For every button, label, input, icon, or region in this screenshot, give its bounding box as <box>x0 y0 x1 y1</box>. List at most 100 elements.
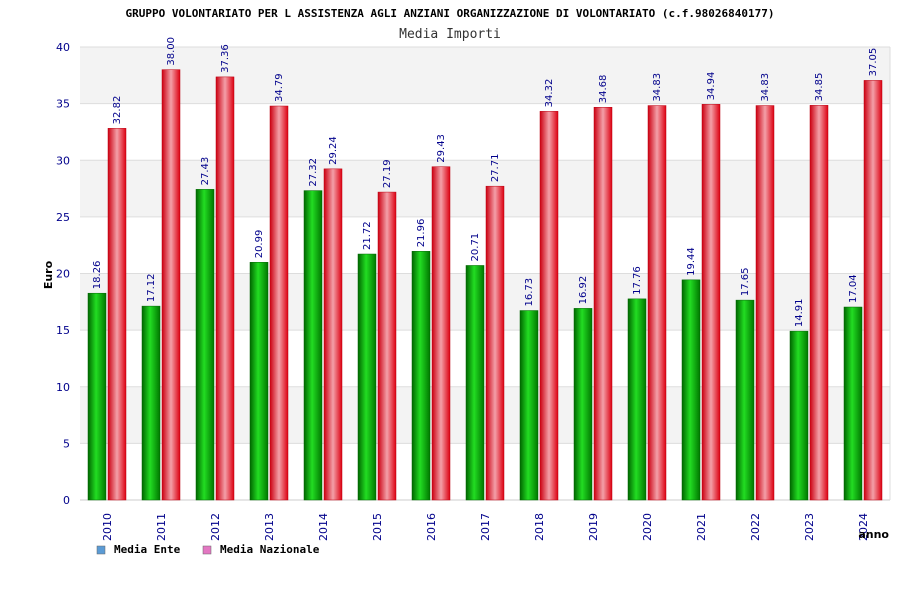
value-label: 34.32 <box>544 79 555 108</box>
value-label: 34.83 <box>652 73 663 102</box>
x-tick-label: 2010 <box>101 513 114 541</box>
bar-media-nazionale <box>755 105 775 501</box>
x-tick-label: 2017 <box>479 513 492 541</box>
x-tick-label: 2018 <box>533 513 546 541</box>
chart-subtitle: Media Importi <box>399 27 501 42</box>
y-tick-label: 20 <box>56 268 70 281</box>
value-label: 29.24 <box>328 136 339 165</box>
y-tick-label: 5 <box>63 437 70 450</box>
bar-media-ente <box>303 190 323 501</box>
grid <box>80 46 891 501</box>
x-tick-label: 2011 <box>155 513 168 541</box>
bar-media-nazionale <box>215 76 235 501</box>
y-tick-label: 15 <box>56 324 70 337</box>
value-label: 32.82 <box>112 96 123 125</box>
bar-media-ente <box>843 306 863 501</box>
value-label: 37.36 <box>220 44 231 73</box>
x-tick-label: 2024 <box>857 513 870 541</box>
bar-media-ente <box>141 305 161 501</box>
value-label: 29.43 <box>436 134 447 163</box>
bar-media-nazionale <box>485 185 505 501</box>
value-label: 34.85 <box>814 73 825 102</box>
bar-media-ente <box>519 310 539 501</box>
bar-media-nazionale <box>107 128 127 501</box>
x-tick-label: 2023 <box>803 513 816 541</box>
bar-media-nazionale <box>161 69 181 501</box>
bar-media-nazionale <box>701 104 721 501</box>
value-labels: 18.26 32.82 17.12 38.00 27.43 37.36 20.99 34.79… <box>92 37 879 327</box>
bar-media-nazionale <box>809 105 829 501</box>
bar-media-nazionale <box>863 80 883 501</box>
x-tick-label: 2020 <box>641 513 654 541</box>
value-label: 20.71 <box>470 233 481 262</box>
value-label: 34.68 <box>598 75 609 104</box>
x-axis-ticks: 2010 2011 2012 2013 2014 2015 2016 2017 2018 2019… <box>101 513 870 541</box>
y-tick-label: 10 <box>56 381 70 394</box>
value-label: 27.19 <box>382 159 393 188</box>
bar-media-ente <box>681 279 701 501</box>
x-axis-label: anno <box>858 528 889 541</box>
bar-media-nazionale <box>377 191 397 501</box>
value-label: 37.05 <box>868 48 879 77</box>
value-label: 27.43 <box>200 157 211 186</box>
legend-label: Media Ente <box>114 543 181 556</box>
chart-title: GRUPPO VOLONTARIATO PER L ASSISTENZA AGL… <box>125 7 774 20</box>
bar-media-nazionale <box>323 168 343 501</box>
grid-band <box>80 273 890 331</box>
value-label: 27.32 <box>308 158 319 187</box>
x-tick-label: 2021 <box>695 513 708 541</box>
value-label: 34.79 <box>274 73 285 102</box>
y-tick-label: 0 <box>63 494 70 507</box>
value-label: 17.76 <box>632 266 643 295</box>
bar-media-ente <box>573 308 593 501</box>
bar-media-ente <box>789 330 809 501</box>
x-tick-label: 2012 <box>209 513 222 541</box>
value-label: 34.94 <box>706 72 717 101</box>
y-axis-ticks: 0 5 10 15 20 25 30 35 40 <box>56 41 70 507</box>
bar-media-ente <box>249 262 269 501</box>
value-label: 19.44 <box>686 247 697 276</box>
x-tick-label: 2022 <box>749 513 762 541</box>
value-label: 38.00 <box>166 37 177 66</box>
bars <box>87 69 883 501</box>
y-tick-label: 30 <box>56 154 70 167</box>
value-label: 17.12 <box>146 273 157 302</box>
bar-media-nazionale <box>269 105 289 501</box>
value-label: 21.96 <box>416 219 427 248</box>
value-label: 27.71 <box>490 154 501 183</box>
legend-swatch <box>202 545 212 555</box>
bar-media-nazionale <box>647 105 667 501</box>
y-tick-label: 35 <box>56 98 70 111</box>
value-label: 17.04 <box>848 274 859 303</box>
grid-band <box>80 47 890 104</box>
x-tick-label: 2016 <box>425 513 438 541</box>
legend: Media Ente Media Nazionale <box>96 543 320 556</box>
bar-media-ente <box>195 189 215 501</box>
bar-media-ente <box>357 253 377 501</box>
value-label: 16.73 <box>524 278 535 307</box>
value-label: 20.99 <box>254 230 265 259</box>
bar-media-ente <box>735 299 755 501</box>
bar-media-ente <box>465 265 485 501</box>
value-label: 34.83 <box>760 73 771 102</box>
legend-swatch <box>96 545 106 555</box>
bar-media-nazionale <box>593 106 613 501</box>
y-tick-label: 40 <box>56 41 70 54</box>
x-tick-label: 2013 <box>263 513 276 541</box>
legend-label: Media Nazionale <box>220 543 320 556</box>
bar-media-nazionale <box>539 111 559 501</box>
grid-band <box>80 160 890 217</box>
value-label: 18.26 <box>92 261 103 290</box>
value-label: 17.65 <box>740 267 751 296</box>
x-tick-label: 2019 <box>587 513 600 541</box>
grid-band <box>80 386 890 444</box>
bar-media-ente <box>87 292 107 501</box>
x-tick-label: 2014 <box>317 513 330 541</box>
y-axis-label: Euro <box>42 260 55 289</box>
value-label: 14.91 <box>794 299 805 328</box>
bar-media-ente <box>411 251 431 501</box>
y-tick-label: 25 <box>56 211 70 224</box>
bar-media-ente <box>627 298 647 501</box>
x-tick-label: 2015 <box>371 513 384 541</box>
